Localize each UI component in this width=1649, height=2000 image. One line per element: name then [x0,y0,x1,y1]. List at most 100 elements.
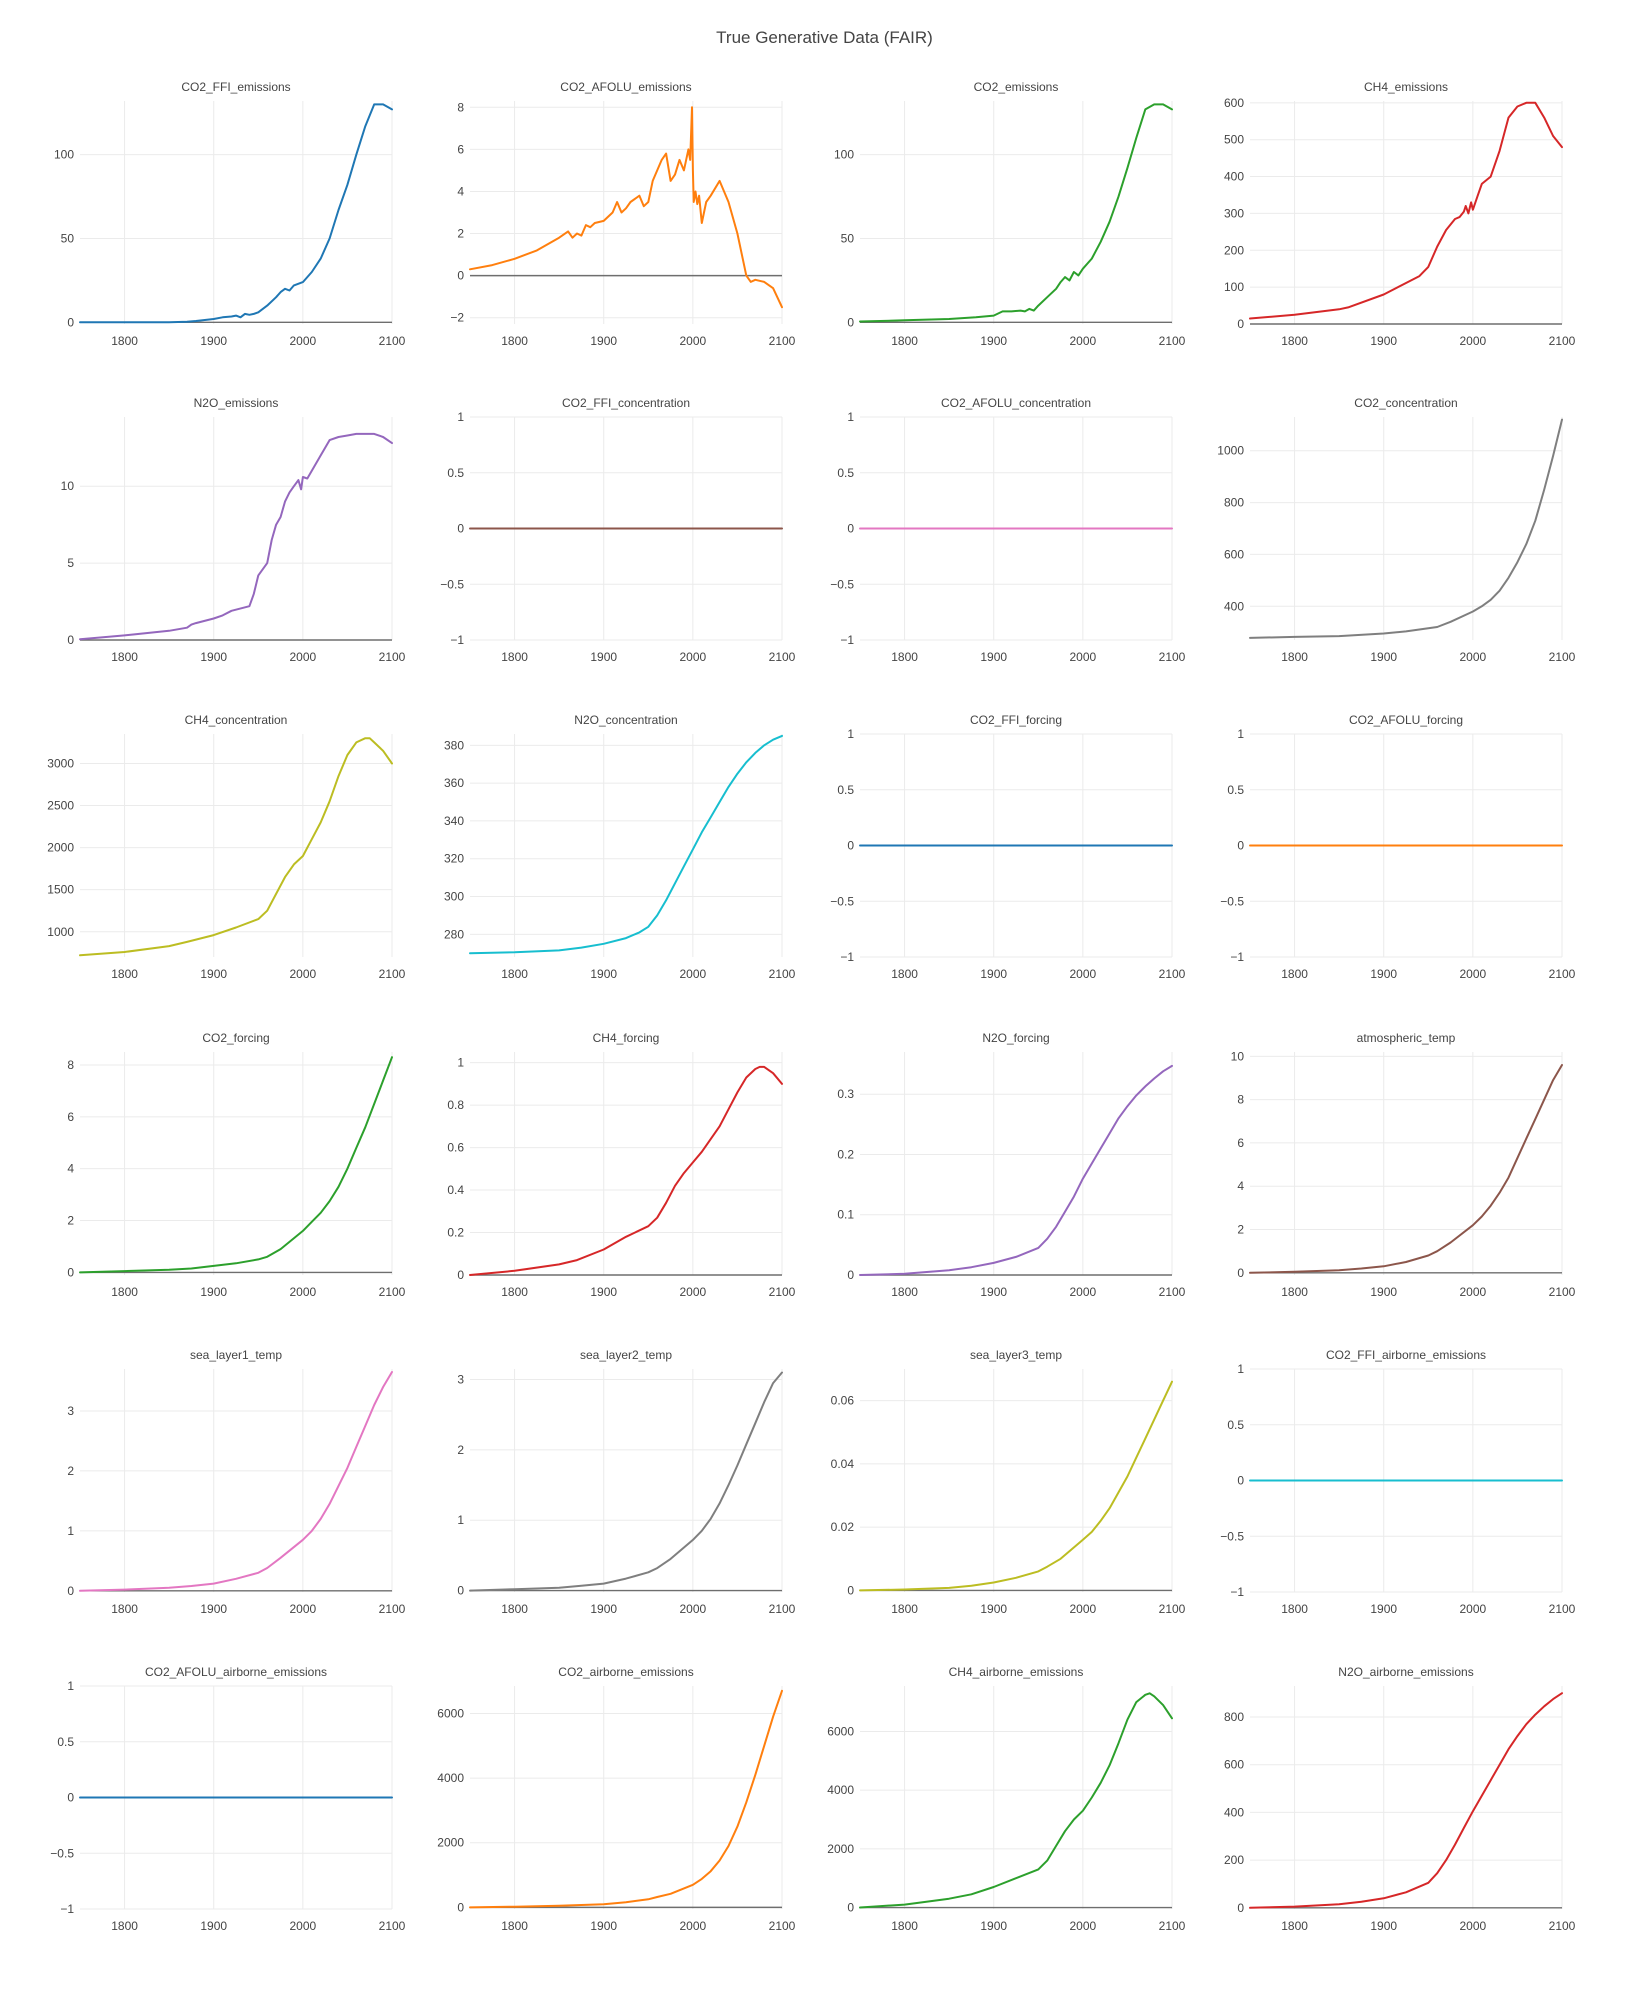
subplot: 1800 1900 2000 2100 0 5 10 N2O_emissions [61,396,406,664]
x-tick-label: 1900 [200,334,227,348]
y-tick-label: 4000 [437,1771,464,1785]
series-line [79,432,393,641]
subplot: 1800 1900 2000 2100 280 300 320 340 360 380 N2O_co… [444,713,796,981]
x-tick-label: 2000 [1070,650,1097,664]
y-tick-label: 100 [1224,280,1244,294]
x-tick-label: 2000 [1460,650,1487,664]
y-tick-label: 0 [457,1584,464,1598]
y-tick-label: −0.5 [50,1846,74,1860]
x-tick-label: 2000 [1070,967,1097,981]
y-tick-label: 0 [67,1791,74,1805]
x-tick-label: 2100 [379,967,406,981]
y-tick-label: 400 [1224,599,1244,613]
y-tick-label: 0 [847,522,854,536]
subplot: 1800 1900 2000 2100 −1 −0.5 0 0.5 1 CO2_FFI_conce… [440,396,795,664]
x-tick-label: 1900 [590,334,617,348]
y-tick-label: 2000 [437,1836,464,1850]
y-tick-label: 4 [67,1162,74,1176]
y-tick-label: 2 [67,1214,74,1228]
subplot: 1800 1900 2000 2100 0 1 2 3 sea_layer1_temp [67,1348,405,1616]
x-tick-label: 1900 [200,1285,227,1299]
x-tick-label: 1800 [1281,967,1308,981]
x-tick-label: 1900 [980,650,1007,664]
x-tick-label: 1800 [501,967,528,981]
y-tick-label: 1 [457,410,464,424]
x-tick-label: 2000 [1460,1919,1487,1933]
y-tick-label: 0.4 [447,1183,464,1197]
y-tick-label: 1000 [1217,444,1244,458]
subplot-title: sea_layer3_temp [970,1348,1062,1362]
y-tick-label: 6 [1237,1136,1244,1150]
x-tick-label: 2100 [769,1602,796,1616]
x-tick-label: 2100 [1549,967,1576,981]
y-tick-label: 1 [457,1056,464,1070]
y-tick-label: 1 [67,1679,74,1693]
y-tick-label: 0 [847,839,854,853]
y-tick-label: 3 [457,1373,464,1387]
x-tick-label: 2000 [290,1919,317,1933]
series-line [1249,101,1563,320]
x-tick-label: 2100 [379,1919,406,1933]
y-tick-label: 0.2 [837,1147,854,1161]
x-tick-label: 1900 [200,967,227,981]
x-tick-label: 1800 [891,967,918,981]
x-tick-label: 2000 [1460,334,1487,348]
y-tick-label: 300 [444,890,464,904]
x-tick-label: 2100 [1159,1919,1186,1933]
x-tick-label: 1900 [590,967,617,981]
subplot: 1800 1900 2000 2100 400 600 800 1000 CO2_concent… [1217,396,1575,664]
x-tick-label: 2000 [290,1602,317,1616]
y-tick-label: 4 [457,184,464,198]
x-tick-label: 1900 [980,967,1007,981]
y-tick-label: 800 [1224,496,1244,510]
y-tick-label: 0.2 [447,1226,464,1240]
y-tick-label: 2000 [47,841,74,855]
x-tick-label: 1800 [1281,1602,1308,1616]
y-tick-label: 1500 [47,883,74,897]
subplot-title: CO2_FFI_airborne_emissions [1326,1348,1486,1362]
y-tick-label: −1 [840,950,854,964]
y-tick-label: 0.5 [837,783,854,797]
x-tick-label: 2100 [379,334,406,348]
subplot: 1800 1900 2000 2100 −2 0 2 4 6 8 CO2_AFOLU_emissio… [450,80,795,348]
y-tick-label: 200 [1224,243,1244,257]
x-tick-label: 2100 [769,650,796,664]
x-tick-label: 2000 [1070,1602,1097,1616]
y-tick-label: 600 [1224,547,1244,561]
x-tick-label: 1900 [1370,1285,1397,1299]
x-tick-label: 2100 [379,650,406,664]
y-tick-label: −0.5 [830,894,854,908]
y-tick-label: 0.5 [1227,1418,1244,1432]
x-tick-label: 2000 [680,967,707,981]
y-tick-label: 0 [1237,1901,1244,1915]
y-tick-label: 6 [67,1110,74,1124]
subplot-title: N2O_airborne_emissions [1338,1665,1473,1679]
x-tick-label: 1900 [1370,967,1397,981]
y-tick-label: 200 [1224,1853,1244,1867]
x-tick-label: 2000 [680,1919,707,1933]
y-tick-label: 320 [444,852,464,866]
y-tick-label: 0.8 [447,1098,464,1112]
y-tick-label: 1 [67,1524,74,1538]
subplot-title: CO2_forcing [202,1031,269,1045]
subplot-title: CO2_AFOLU_airborne_emissions [145,1665,327,1679]
subplot-title: CO2_airborne_emissions [558,1665,693,1679]
y-tick-label: 0 [1237,317,1244,331]
x-tick-label: 2100 [1549,1919,1576,1933]
y-tick-label: 0.5 [57,1735,74,1749]
y-tick-label: 0.1 [837,1208,854,1222]
subplot-title: CH4_forcing [593,1031,660,1045]
x-tick-label: 2000 [680,1602,707,1616]
subplot-title: CH4_concentration [185,713,288,727]
subplot: 1800 1900 2000 2100 −1 −0.5 0 0.5 1 CO2_AFOLU_air… [50,1665,405,1933]
y-tick-label: 0 [847,1901,854,1915]
y-tick-label: 8 [1237,1093,1244,1107]
x-tick-label: 1800 [501,650,528,664]
y-tick-label: −1 [1230,1585,1244,1599]
y-tick-label: −0.5 [830,577,854,591]
y-tick-label: 6000 [437,1706,464,1720]
y-tick-label: 50 [61,231,75,245]
y-tick-label: 0 [847,315,854,329]
x-tick-label: 1800 [891,650,918,664]
